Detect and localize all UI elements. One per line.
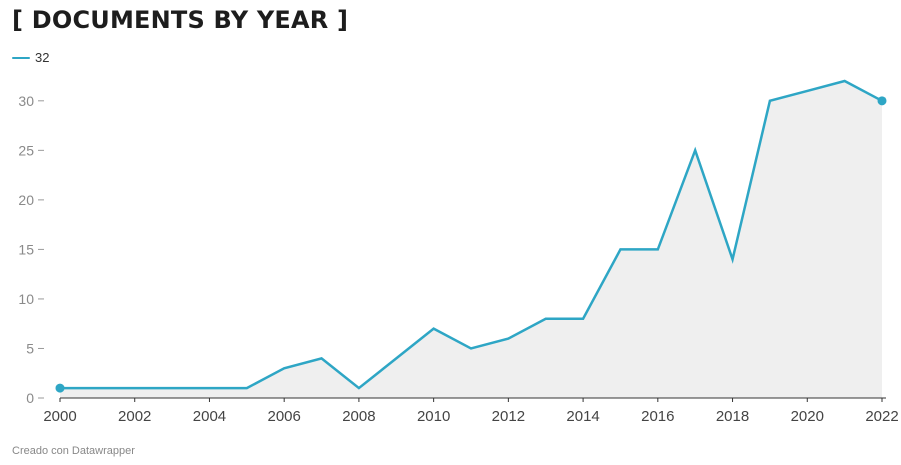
x-tick-label: 2016 (641, 408, 674, 425)
legend-label: 32 (35, 50, 50, 65)
x-tick-label: 2000 (43, 408, 76, 425)
legend: 32 (12, 50, 49, 65)
y-tick-label: 20 (18, 192, 34, 208)
x-tick-label: 2020 (791, 408, 824, 425)
y-tick-label: 5 (26, 340, 34, 356)
y-tick-label: 25 (18, 142, 34, 158)
credit-text: Creado con Datawrapper (12, 445, 135, 457)
x-tick-label: 2014 (566, 408, 599, 425)
y-tick-label: 15 (18, 241, 34, 257)
x-tick-label: 2006 (267, 408, 300, 425)
x-tick-label: 2004 (193, 408, 226, 425)
x-tick-label: 2010 (417, 408, 450, 425)
endpoint-marker (877, 96, 887, 106)
label-layer: 0 5 10 15 20 25 30 2000 2002 2004 2006 2008 2010 2012… (18, 93, 898, 425)
line-layer (55, 79, 887, 393)
area-layer (60, 81, 882, 398)
x-tick-label: 2018 (716, 408, 749, 425)
x-tick-label: 2012 (492, 408, 525, 425)
chart-title: [ DOCUMENTS BY YEAR ] (12, 6, 349, 34)
endpoint-marker (55, 383, 65, 393)
axis-layer (38, 100, 886, 402)
x-tick-label: 2002 (118, 408, 151, 425)
y-tick-label: 10 (18, 291, 34, 307)
x-tick-label: 2008 (342, 408, 375, 425)
y-tick-label: 0 (26, 390, 34, 406)
x-tick-label: 2022 (865, 408, 898, 425)
series-line-0 (58, 79, 884, 390)
legend-swatch (12, 56, 30, 59)
y-tick-label: 30 (18, 93, 34, 109)
series-area-0 (60, 81, 882, 398)
